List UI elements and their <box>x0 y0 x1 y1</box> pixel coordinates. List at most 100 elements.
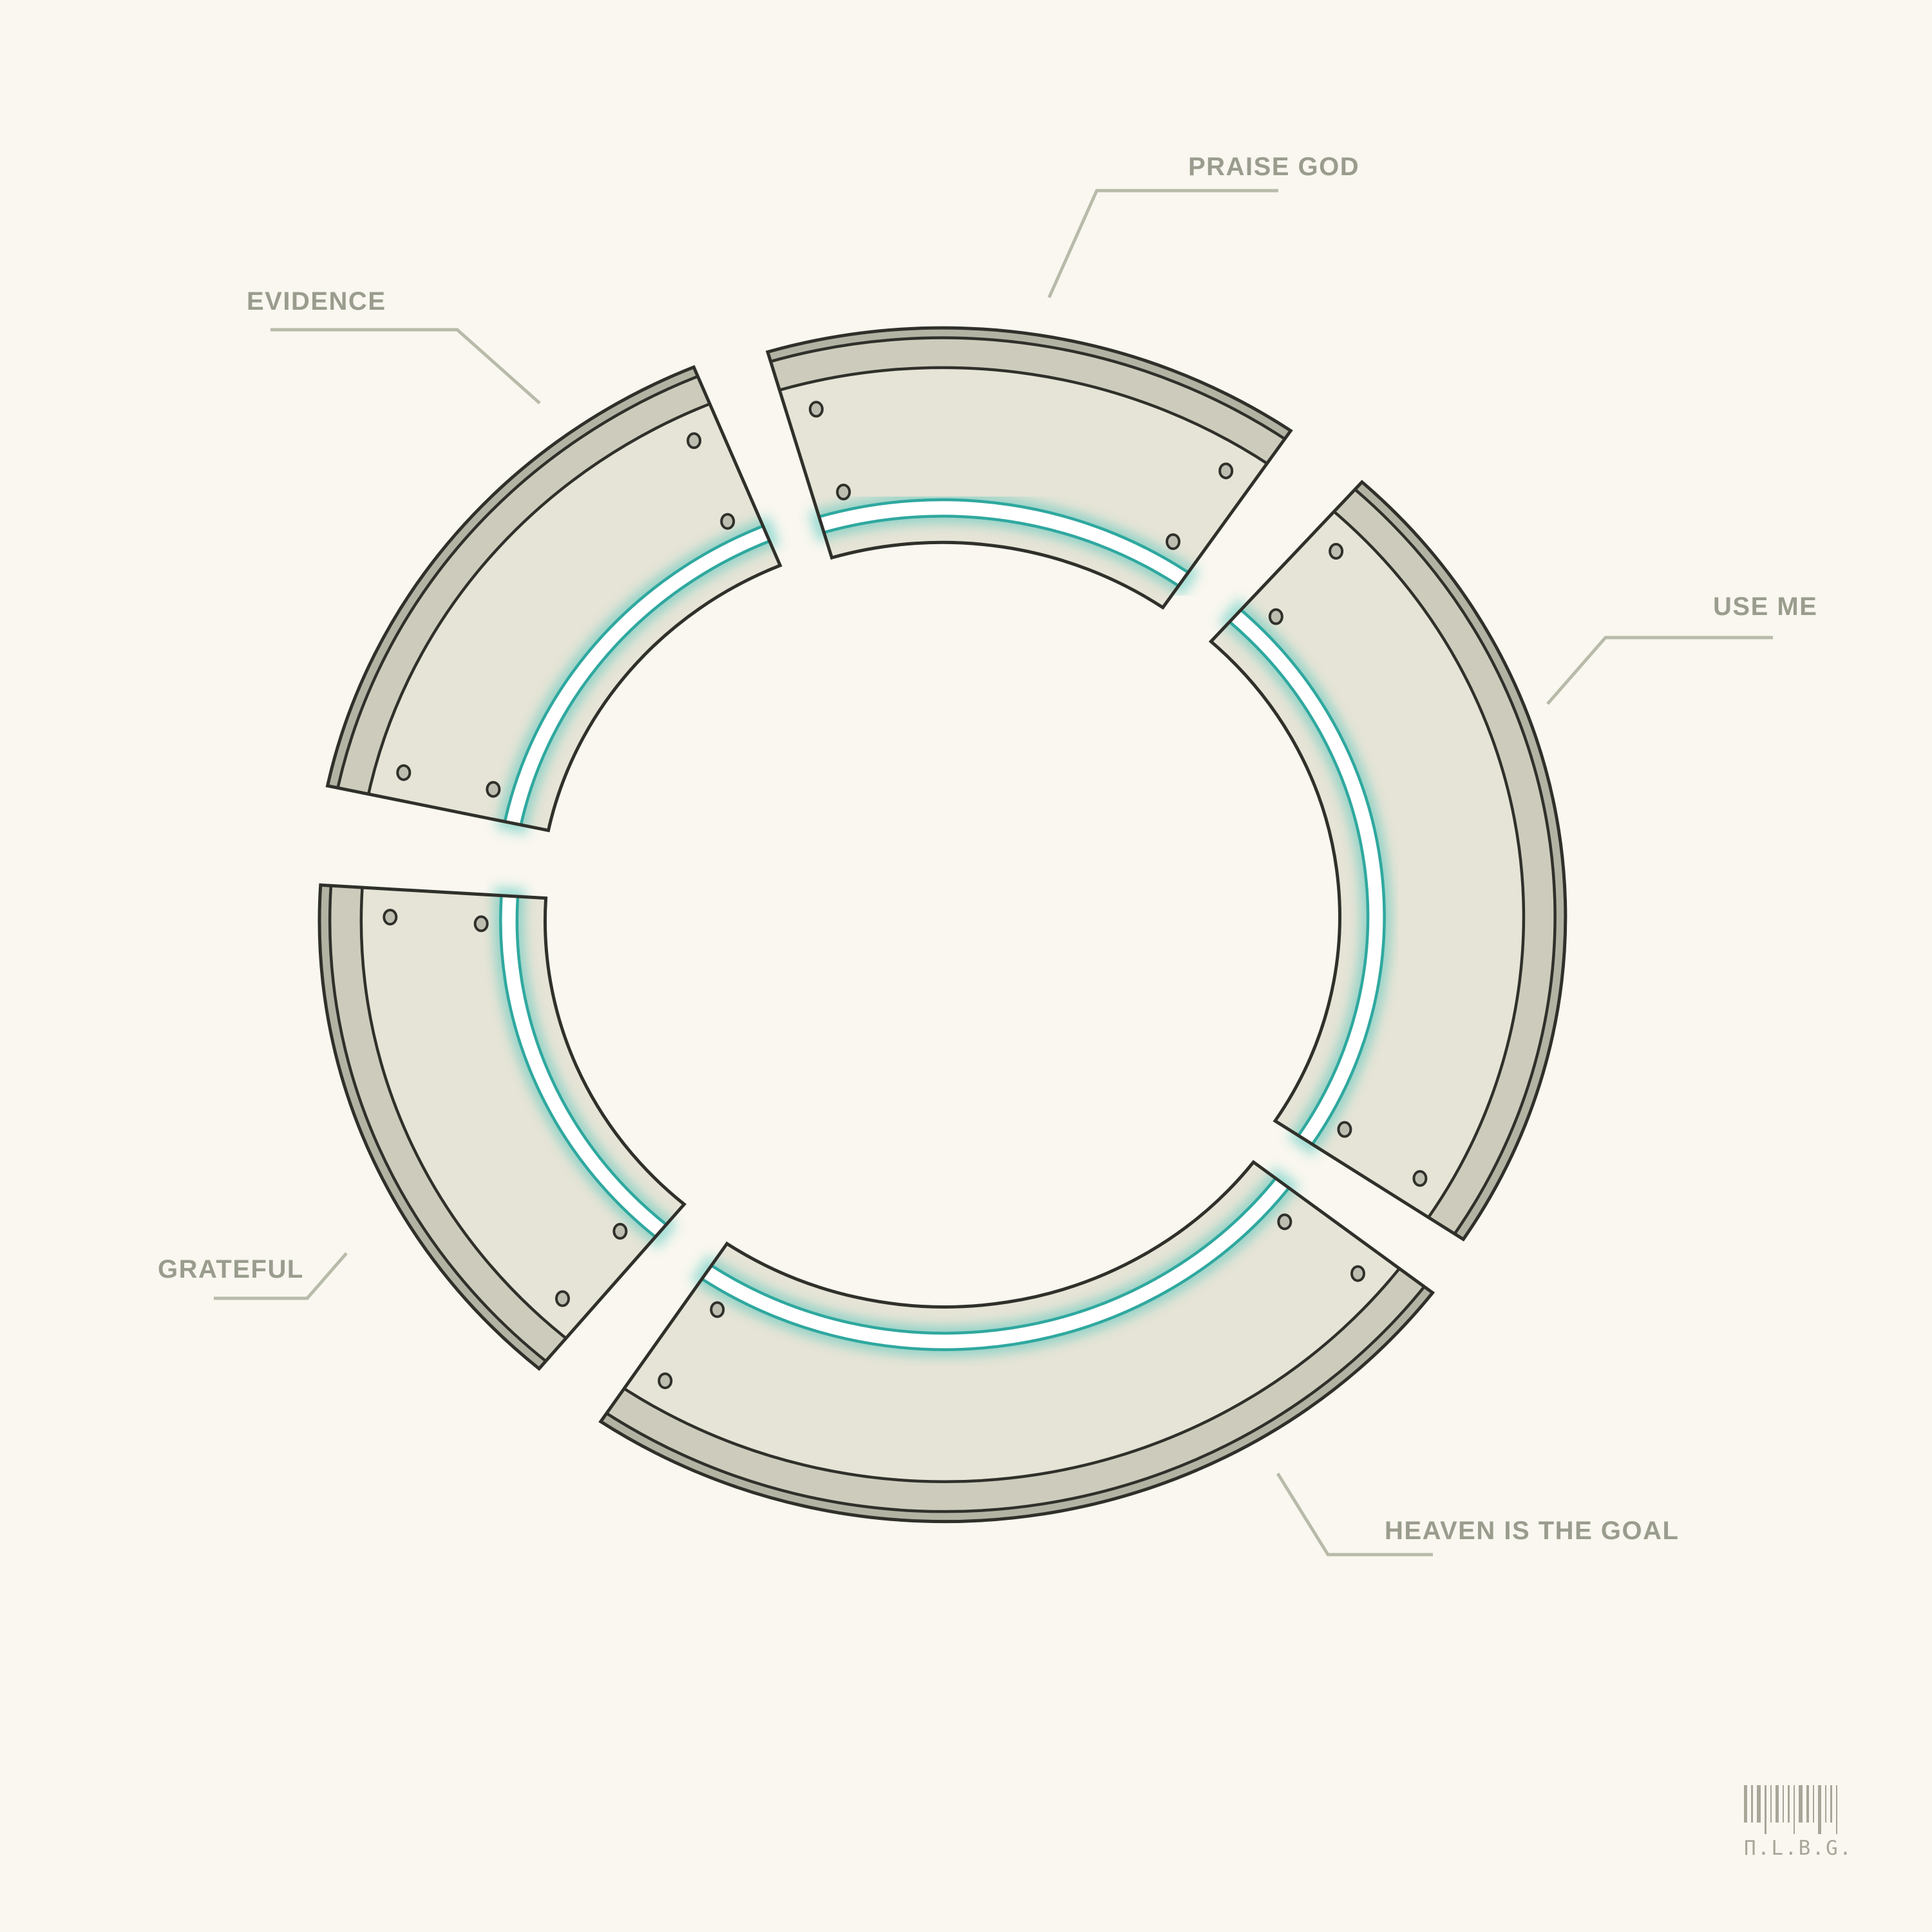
barcode-bar <box>1751 1785 1753 1823</box>
outer-band-divider <box>768 366 1284 476</box>
callout-use-me: USE ME <box>1546 592 1817 705</box>
rivet <box>836 484 851 500</box>
rim-band-divider <box>1338 482 1557 1240</box>
barcode-bar <box>1770 1785 1772 1823</box>
leader-line-use-me <box>1546 636 1773 705</box>
outer-band <box>768 336 1291 476</box>
rivet <box>1277 1213 1293 1231</box>
barcode-bar <box>1794 1785 1795 1834</box>
leader-line-evidence <box>270 328 541 404</box>
barcode-bars-icon <box>1744 1785 1837 1834</box>
rivet <box>1166 533 1180 551</box>
outer-band <box>333 368 728 813</box>
barcode-bar <box>1776 1785 1779 1823</box>
barcode-bar <box>1830 1785 1832 1823</box>
callout-label-grateful: GRATEFUL <box>158 1255 304 1283</box>
barcode-bar <box>1765 1785 1766 1834</box>
rim-band <box>1338 482 1566 1240</box>
neon-white-core <box>502 895 665 1236</box>
callouts-layer: PRAISE GOD EVIDENCE USE ME GRATEFUL HEAV… <box>158 153 1817 1557</box>
segment-outline <box>325 365 782 833</box>
segment-outline <box>317 883 687 1371</box>
rivet <box>1218 462 1234 480</box>
segment-panel <box>327 367 781 831</box>
rivet <box>808 401 824 418</box>
neon-white-core <box>506 527 769 825</box>
leader-line-heaven-is-the-goal <box>1276 1472 1433 1557</box>
rivet <box>473 915 489 933</box>
rim-band <box>327 367 718 808</box>
callout-label-evidence: EVIDENCE <box>247 287 386 316</box>
segment-bands <box>600 1252 1433 1522</box>
barcode-bar <box>1836 1785 1837 1834</box>
segment-outline <box>598 1160 1435 1524</box>
outer-band-divider <box>607 1252 1413 1483</box>
barcode-bar <box>1813 1785 1814 1823</box>
rivet <box>720 513 735 530</box>
segment-bands <box>319 885 583 1369</box>
outer-band <box>1319 482 1556 1240</box>
rivet <box>658 1372 673 1390</box>
rivet <box>1350 1265 1365 1282</box>
rivet <box>486 781 501 798</box>
leader-line-grateful <box>214 1252 348 1300</box>
rivet <box>1337 1121 1352 1138</box>
rivet <box>396 764 412 781</box>
neon-white-core <box>1231 611 1383 1144</box>
barcode-bar <box>1818 1785 1821 1834</box>
segment-evidence <box>325 365 782 835</box>
rim-band-divider <box>332 367 718 808</box>
rim-band <box>319 885 563 1369</box>
rivet <box>1412 1170 1428 1187</box>
rim-band-divider <box>768 336 1291 452</box>
barcode-bar <box>1783 1785 1784 1823</box>
callout-heaven-is-the-goal: HEAVEN IS THE GOAL <box>1276 1472 1679 1557</box>
neon-white-core <box>819 501 1188 585</box>
segment-outline <box>765 326 1293 610</box>
rim-band <box>600 1270 1433 1522</box>
neon-tube <box>701 1177 1290 1351</box>
neon-tube <box>499 895 667 1238</box>
segment-bands <box>768 328 1291 476</box>
logo-text: Π.L.B.G. <box>1744 1837 1853 1860</box>
neon-white-core <box>703 1179 1288 1349</box>
rivet <box>1268 608 1283 625</box>
rivet <box>687 432 702 450</box>
outer-band-divider <box>363 395 729 813</box>
ring-segments-layer <box>317 326 1567 1524</box>
rivet <box>1329 543 1344 560</box>
outer-band <box>329 885 582 1369</box>
neon-tube <box>819 498 1189 587</box>
callout-grateful: GRATEFUL <box>158 1252 348 1300</box>
neon-tube <box>1229 608 1386 1146</box>
segment-panel <box>319 885 685 1369</box>
barcode-logo: Π.L.B.G. <box>1744 1785 1853 1860</box>
rivet <box>710 1301 725 1318</box>
outer-band-divider <box>1318 498 1526 1235</box>
barcode-bar <box>1757 1785 1761 1823</box>
rivet <box>555 1290 570 1307</box>
callout-label-praise-god: PRAISE GOD <box>1188 153 1359 181</box>
callout-label-heaven-is-the-goal: HEAVEN IS THE GOAL <box>1385 1517 1679 1545</box>
neon-tube <box>503 524 770 826</box>
segment-use-me <box>1208 480 1567 1242</box>
callout-label-use-me: USE ME <box>1713 592 1817 621</box>
rim-band <box>768 328 1291 451</box>
segment-outline <box>1208 480 1567 1242</box>
barcode-bar <box>1788 1785 1790 1823</box>
callout-praise-god: PRAISE GOD <box>1047 153 1359 299</box>
rim-band-divider <box>600 1269 1433 1513</box>
outer-band-divider <box>359 885 583 1352</box>
leader-line-praise-god <box>1047 189 1278 299</box>
outer-band <box>600 1252 1433 1513</box>
segment-bands <box>327 367 729 813</box>
rivet <box>612 1222 628 1240</box>
rivet <box>383 909 398 926</box>
segment-bands <box>1318 482 1566 1240</box>
barcode-bar <box>1799 1785 1803 1823</box>
segment-praise-god <box>765 326 1293 610</box>
callout-evidence: EVIDENCE <box>247 287 541 404</box>
